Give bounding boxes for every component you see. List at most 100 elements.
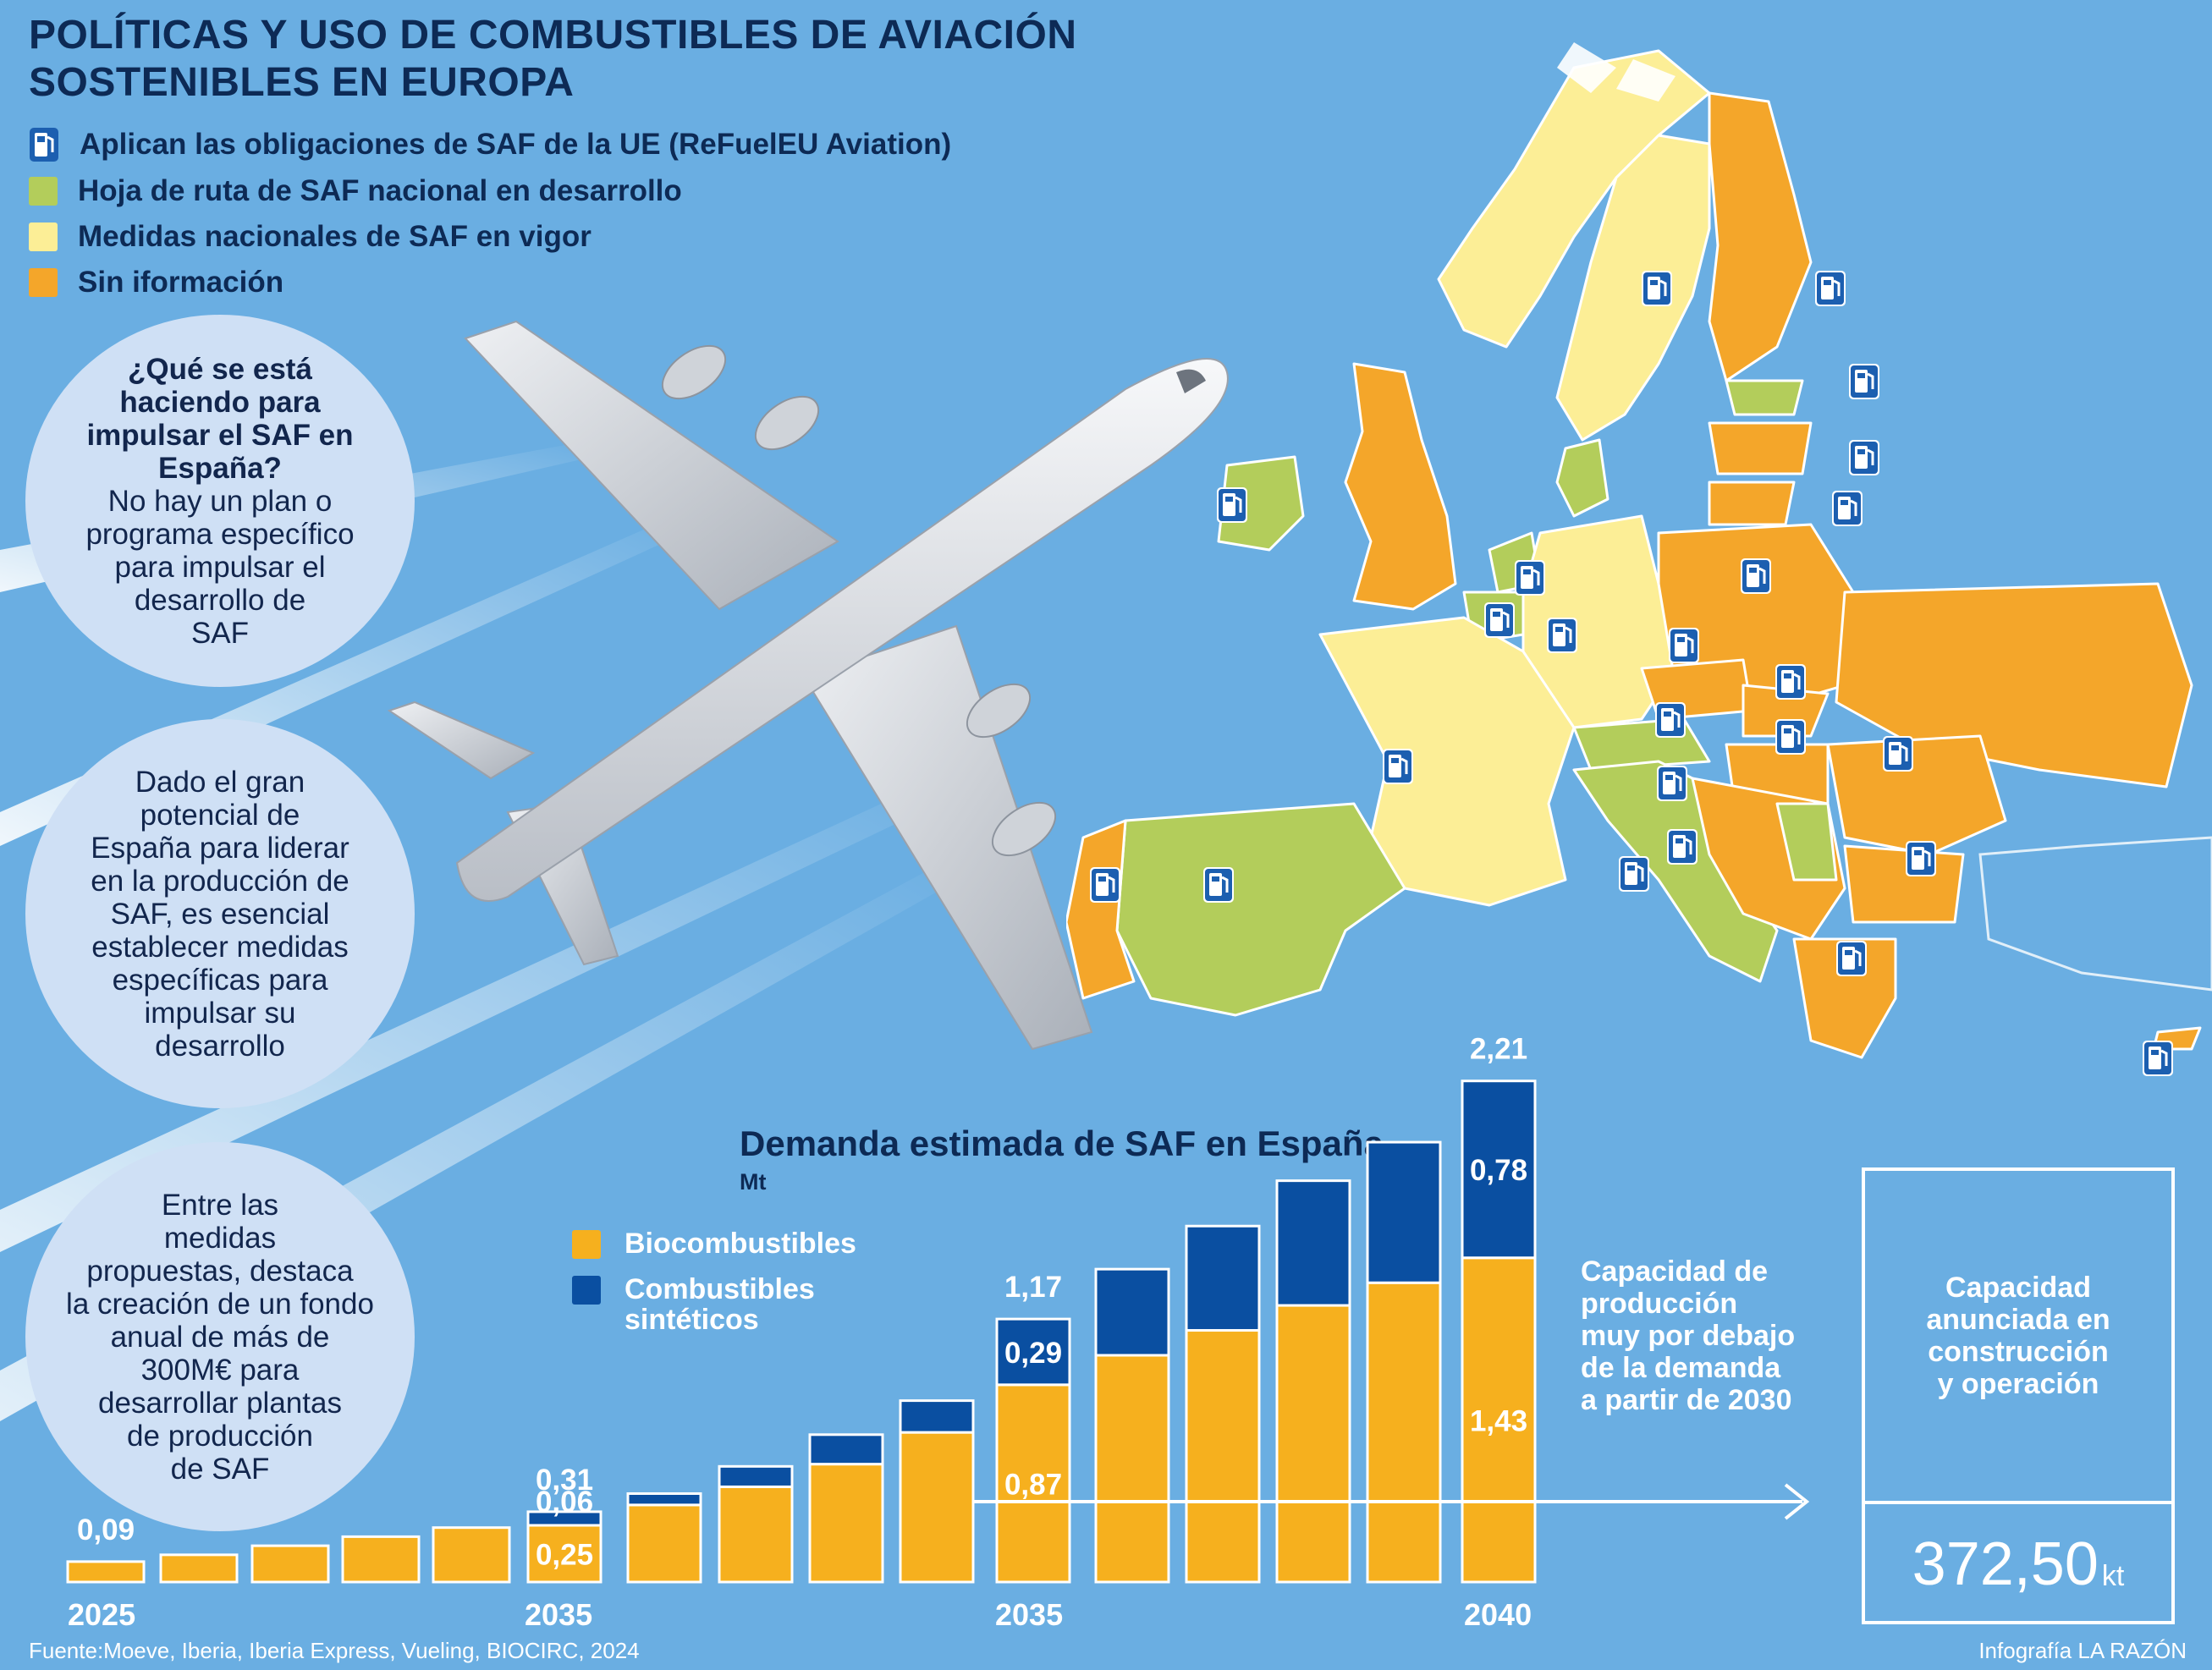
data-label: 1,43 [1470,1404,1527,1437]
data-label: 1,17 [1004,1271,1062,1304]
bubble-line: SAF [190,616,250,650]
map-portugal [1066,819,1136,1000]
legend-roadmap: Hoja de ruta de SAF nacional en desarrol… [29,174,682,208]
data-label: 0,06 [536,1486,593,1519]
box-line: y operación [1937,1368,2099,1400]
bar-synthetic [1275,1179,1351,1307]
bubble-line: en la producción de [91,864,349,898]
map-sweden [1555,134,1711,442]
legend-label: Aplican las obligaciones de SAF de la UE… [80,128,952,161]
bubble-line: anual de más de [110,1320,330,1354]
bubble-line: España? [158,451,282,485]
bar-biofuels [341,1535,421,1584]
bar-synthetic [718,1464,794,1488]
map-ukraine [1835,582,2193,788]
bar-biofuels [808,1463,884,1584]
legend-label: Combustibles sintéticos [625,1273,815,1336]
capacity-note: Capacidad de producción muy por debajo d… [1581,1255,1795,1416]
bar-biofuels [1094,1354,1170,1584]
map-serbia [1775,802,1838,882]
legend-label: Sin iformación [78,266,284,299]
legend-biofuels: Biocombustibles [572,1228,856,1259]
map-ireland [1217,455,1305,552]
note-line: muy por debajo [1581,1320,1796,1352]
map-spain [1115,802,1406,1017]
bubble-line: España para liderar [91,831,349,865]
note-line: de la demanda [1581,1352,1781,1384]
x-tick-2035a: 2035 [525,1597,593,1632]
note-line: Capacidad de [1581,1255,1769,1288]
page-title: POLÍTICAS Y USO DE COMBUSTIBLES DE AVIAC… [29,12,1077,107]
bar-synthetic [1461,1079,1537,1260]
bubble-line: desarrollo de [134,583,306,617]
bar-synthetic [1185,1224,1261,1332]
bar-biofuels [159,1553,239,1584]
capacity-box-divider [1865,1501,2171,1504]
bar-synthetic [526,1510,603,1527]
bubble-measures: Entre las medidas propuestas, destaca la… [25,1142,415,1531]
bar-biofuels [432,1526,511,1584]
legend-swatch-bio [572,1230,601,1259]
bubble-line: haciendo para [119,385,321,419]
bar-biofuels [1185,1329,1261,1584]
bar-biofuels [1366,1281,1442,1584]
x-tick-2025: 2025 [68,1597,136,1632]
bar-synthetic [808,1433,884,1466]
bubble-line: ¿Qué se está [128,352,312,386]
chart-unit: Mt [740,1169,767,1195]
fuel-pump-icon [30,128,58,162]
capacity-number: 372,50 [1912,1530,2099,1598]
bubble-line: Dado el gran [135,765,305,799]
data-label: 2,21 [1470,1033,1527,1066]
map-germany [1521,514,1677,729]
bubble-line: desarrollar plantas [98,1386,342,1420]
legend-label: Medidas nacionales de SAF en vigor [78,220,592,253]
data-label: 0,29 [1004,1337,1062,1370]
bubble-line: establecer medidas [91,930,349,964]
bubble-line: 300M€ para [140,1353,300,1387]
legend-label: Hoja de ruta de SAF nacional en desarrol… [78,174,682,207]
map-uk [1344,362,1457,611]
bubble-line: potencial de [140,798,300,832]
arrow-head-icon [1784,1483,1810,1520]
data-label: 0,31 [536,1464,593,1497]
source-footer: Fuente:Moeve, Iberia, Iberia Express, Vu… [29,1638,640,1663]
bubble-line: impulsar su [144,996,296,1030]
bubble-line: SAF, es esencial [110,897,330,931]
note-line: producción [1581,1288,1738,1320]
capacity-value: 372,50 kt [1865,1504,2171,1624]
bubble-line: desarrollo [155,1029,285,1063]
title-line-1: POLÍTICAS Y USO DE COMBUSTIBLES DE AVIAC… [29,13,1077,58]
bubble-line: impulsar el SAF en [86,418,354,452]
map-france [1318,616,1576,907]
map-lithuania [1708,481,1796,526]
legend-swatch-syn [572,1276,601,1305]
data-label: 0,25 [536,1539,593,1572]
legend-refueleu: Aplican las obligaciones de SAF de la UE… [29,127,951,162]
credit-footer: Infografía LA RAZÓN [1978,1638,2187,1663]
map-estonia [1725,379,1804,416]
box-line: Capacidad [1945,1272,2091,1304]
data-label: 0,09 [77,1513,135,1546]
legend-swatch-orange [29,268,58,297]
bubble-line: programa específico [85,517,355,551]
bar-biofuels [899,1431,975,1584]
bar-biofuels [66,1560,146,1584]
data-label: 0,87 [1004,1468,1062,1501]
bubble-line: de SAF [170,1452,270,1486]
capacity-box: Capacidad anunciada en construcción y op… [1862,1167,2175,1624]
bubble-potential: Dado el gran potencial de España para li… [25,719,415,1108]
x-tick-2035b: 2035 [995,1597,1064,1632]
legend-swatch-green [29,177,58,206]
bar-biofuels [626,1503,702,1584]
x-tick-2040: 2040 [1464,1597,1532,1632]
capacity-unit: kt [2101,1559,2125,1592]
bar-biofuels [1275,1304,1351,1584]
legend-national-measures: Medidas nacionales de SAF en vigor [29,220,592,254]
airplane-illustration [387,320,1229,1051]
map-greece [1792,937,1897,1059]
legend-swatch-yellow [29,222,58,251]
legend-label: Biocombustibles [625,1228,856,1260]
bubble-line: para impulsar el [114,550,326,584]
